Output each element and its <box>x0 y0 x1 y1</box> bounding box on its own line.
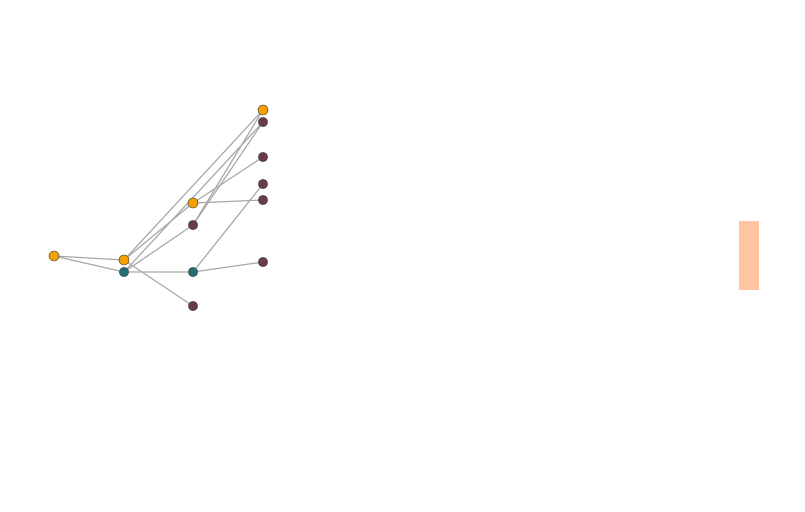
edge-n5-n12 <box>192 261 264 273</box>
edge-n1-n6 <box>123 259 194 307</box>
edge-n1-n7 <box>123 109 264 261</box>
edge-n0-n1 <box>53 255 125 261</box>
legend-color-bar <box>739 221 759 290</box>
node-n2[interactable] <box>119 267 129 277</box>
node-n5[interactable] <box>188 267 198 277</box>
edge-n4-n9 <box>192 121 264 226</box>
node-n11[interactable] <box>258 152 268 162</box>
edge-n2-n4 <box>123 224 194 273</box>
edge-n3-n8 <box>192 199 264 204</box>
node-n3[interactable] <box>187 197 199 209</box>
node-n12[interactable] <box>258 257 268 267</box>
edge-n3-n11 <box>192 156 264 204</box>
edge-n4-n7 <box>192 109 264 226</box>
node-n7[interactable] <box>257 104 269 116</box>
node-n1[interactable] <box>118 254 130 266</box>
edge-n5-n10 <box>192 183 264 273</box>
node-n6[interactable] <box>188 301 198 311</box>
nodes-layer <box>48 104 269 311</box>
node-n10[interactable] <box>258 179 268 189</box>
edge-n1-n3 <box>123 202 194 261</box>
node-n4[interactable] <box>188 220 198 230</box>
edge-n0-n2 <box>53 255 125 273</box>
node-n0[interactable] <box>48 250 60 262</box>
edges-layer <box>53 109 264 307</box>
node-n8[interactable] <box>258 195 268 205</box>
node-n9[interactable] <box>258 117 268 127</box>
